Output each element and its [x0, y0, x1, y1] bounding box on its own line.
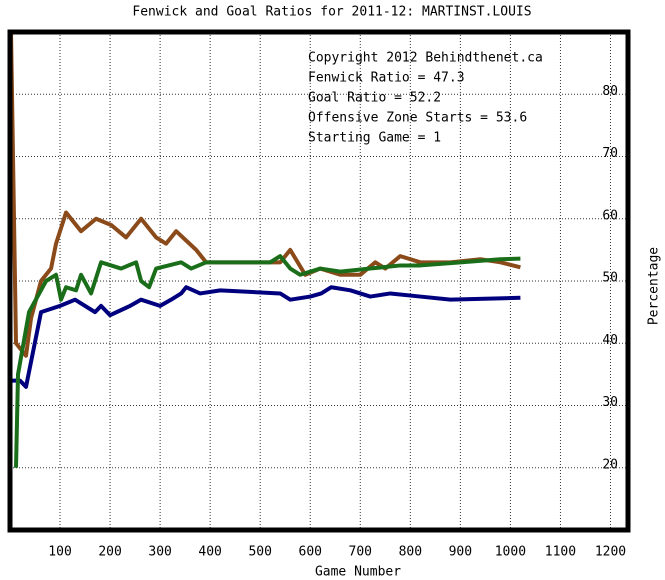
x-tick-label: 300	[148, 545, 171, 560]
x-axis-label: Game Number	[315, 565, 401, 580]
line	[11, 285, 521, 389]
y-axis-label: Percentage	[647, 247, 662, 325]
y-tick-label: 20	[602, 457, 618, 472]
y-tick-label: 60	[602, 208, 618, 223]
y-tick-label: 80	[602, 84, 618, 99]
y-tick-label: 50	[602, 271, 618, 286]
x-tick-label: 100	[48, 545, 71, 560]
x-tick-label: 400	[198, 545, 221, 560]
x-tick-label: 1100	[545, 545, 576, 560]
x-tick-label: 600	[299, 545, 322, 560]
y-tick-label: 70	[602, 146, 618, 161]
x-tick-label: 1000	[495, 545, 526, 560]
legend-entry: Goal Ratio = 52.2	[308, 91, 441, 106]
x-tick-label: 700	[349, 545, 372, 560]
y-tick-label: 40	[602, 333, 618, 348]
legend-entry: Fenwick Ratio = 47.3	[308, 71, 465, 86]
x-tick-label: 500	[248, 545, 271, 560]
legend-entry: Offensive Zone Starts = 53.6	[308, 111, 527, 126]
chart-title: Fenwick and Goal Ratios for 2011-12: MAR…	[132, 5, 531, 20]
x-tick-label: 200	[98, 545, 121, 560]
x-tick-label: 800	[399, 545, 422, 560]
annotation: Copyright 2012 Behindthenet.ca	[308, 51, 543, 66]
plot-border	[7, 29, 631, 533]
line	[9, 31, 521, 358]
x-tick-label: 1200	[595, 545, 626, 560]
x-tick-label: 900	[449, 545, 472, 560]
line	[14, 254, 521, 468]
annotation: Starting Game = 1	[308, 131, 441, 146]
y-tick-label: 30	[602, 395, 618, 410]
